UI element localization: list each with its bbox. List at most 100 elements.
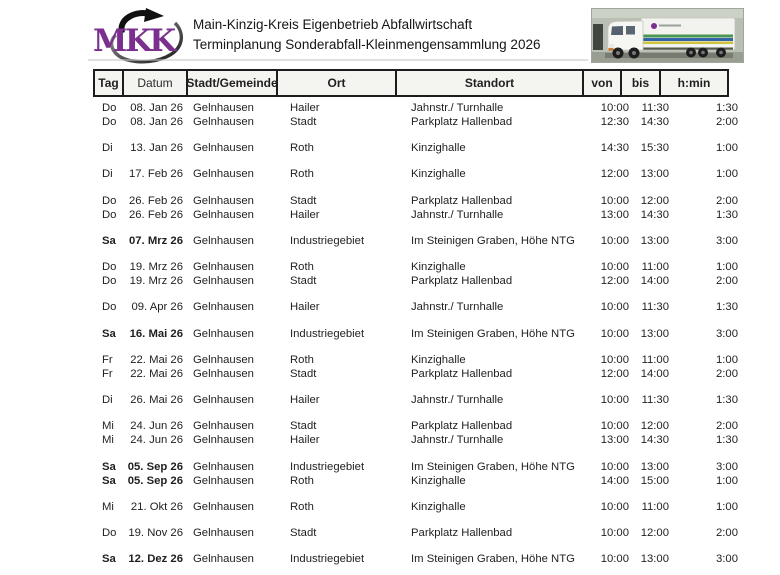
cell-end-time: 12:00 [640,527,669,539]
cell-end-time: 13:00 [640,327,669,340]
header-cell-location: Standort [395,69,584,97]
cell-start-time: 10:00 [600,527,629,539]
cell-location: Kinzighalle [411,168,466,181]
cell-duration: 3:00 [716,234,738,247]
cell-duration: 1:30 [716,208,738,221]
cell-municipality: Gelnhausen [193,142,254,155]
cell-municipality: Gelnhausen [193,234,254,247]
truck-image-icon [590,7,745,64]
cell-day: Mi [102,434,114,447]
cell-day: Mi [102,500,114,513]
table-row: Mi 21. Okt 26 Gelnhausen Roth Kinzighall… [93,500,743,514]
cell-start-time: 10:00 [600,420,629,433]
cell-day: Di [102,168,113,181]
cell-date: 13. Jan 26 [130,142,183,155]
cell-date: 12. Dez 26 [128,553,183,566]
mkk-logo: MKK [92,7,189,66]
cell-duration: 1:00 [716,142,738,155]
truck-photo [590,7,745,64]
cell-date: 26. Feb 26 [128,208,183,221]
header-cell-municipality: Stadt/Gemeinde [186,69,278,97]
cell-district: Roth [290,142,314,155]
cell-duration: 1:00 [716,474,738,487]
cell-end-time: 15:30 [640,142,669,155]
cell-start-time: 14:00 [600,474,629,487]
cell-duration: 3:00 [716,553,738,566]
cell-location: Jahnstr./ Turnhalle [411,102,504,114]
cell-start-time: 13:00 [600,434,629,447]
cell-start-time: 12:00 [600,367,629,380]
header-cell-district: Ort [276,69,397,97]
cell-municipality: Gelnhausen [193,474,254,487]
cell-date: 09. Apr 26 [131,301,183,314]
table-row: Fr 22. Mai 26 Gelnhausen Roth Kinzighall… [93,353,743,367]
cell-location: Jahnstr./ Turnhalle [411,434,504,447]
table-row: Do 19. Nov 26 Gelnhausen Stadt Parkplatz… [93,526,743,540]
cell-end-time: 13:00 [640,234,669,247]
cell-municipality: Gelnhausen [193,208,254,221]
cell-date: 19. Mrz 26 [129,275,183,288]
cell-municipality: Gelnhausen [193,327,254,340]
schedule-table-header: Tag Datum Stadt/Gemeinde Ort Standort vo… [93,69,729,97]
cell-start-time: 10:00 [600,500,629,513]
cell-day: Do [102,116,117,129]
cell-start-time: 10:00 [600,353,629,366]
cell-duration: 2:00 [716,275,738,288]
schedule-group: Fr 22. Mai 26 Gelnhausen Roth Kinzighall… [93,353,743,382]
cell-municipality: Gelnhausen [193,460,254,473]
cell-end-time: 11:30 [641,394,669,407]
cell-day: Do [102,275,117,288]
cell-duration: 2:00 [716,420,738,433]
cell-duration: 2:00 [716,194,738,207]
header-cell-day: Tag [93,69,124,97]
cell-municipality: Gelnhausen [193,420,254,433]
cell-district: Stadt [290,194,317,207]
cell-end-time: 11:00 [641,500,669,513]
cell-start-time: 12:30 [600,116,629,129]
cell-municipality: Gelnhausen [193,275,254,288]
schedule-group: Mi 24. Jun 26 Gelnhausen Stadt Parkplatz… [93,419,743,448]
cell-end-time: 14:00 [640,275,669,288]
header-cell-duration: h:min [659,69,729,97]
cell-municipality: Gelnhausen [193,500,254,513]
schedule-group: Sa 05. Sep 26 Gelnhausen Industriegebiet… [93,460,743,489]
cell-municipality: Gelnhausen [193,353,254,366]
cell-day: Sa [102,553,116,566]
document-title: Main-Kinzig-Kreis Eigenbetrieb Abfallwir… [193,15,593,54]
title-line-1: Main-Kinzig-Kreis Eigenbetrieb Abfallwir… [193,17,473,32]
cell-date: 22. Mai 26 [130,353,183,366]
cell-location: Jahnstr./ Turnhalle [411,301,504,314]
schedule-table-body: Do 08. Jan 26 Gelnhausen Hailer Jahnstr.… [93,101,743,575]
table-row: Sa 05. Sep 26 Gelnhausen Industriegebiet… [93,460,743,474]
cell-end-time: 13:00 [640,168,669,181]
cell-duration: 2:00 [716,367,738,380]
schedule-group: Mi 21. Okt 26 Gelnhausen Roth Kinzighall… [93,500,743,514]
cell-date: 16. Mai 26 [129,327,183,340]
cell-location: Jahnstr./ Turnhalle [411,208,504,221]
schedule-group: Do 19. Mrz 26 Gelnhausen Roth Kinzighall… [93,260,743,289]
cell-start-time: 14:30 [600,142,629,155]
cell-date: 26. Feb 26 [128,194,183,207]
cell-day: Do [102,527,117,539]
logo-text: MKK [93,23,177,59]
cell-end-time: 14:30 [640,434,669,447]
header-cell-date: Datum [122,69,188,97]
table-row: Do 19. Mrz 26 Gelnhausen Roth Kinzighall… [93,260,743,274]
cell-location: Kinzighalle [411,353,466,366]
cell-end-time: 11:00 [641,261,669,274]
cell-date: 05. Sep 26 [127,460,183,473]
cell-location: Im Steinigen Graben, Höhe NTG [411,327,575,340]
header-cell-start-time: von [582,69,622,97]
cell-municipality: Gelnhausen [193,301,254,314]
cell-municipality: Gelnhausen [193,367,254,380]
cell-end-time: 14:00 [640,367,669,380]
cell-day: Sa [102,234,116,247]
cell-end-time: 12:00 [640,420,669,433]
cell-date: 24. Jun 26 [130,420,183,433]
cell-district: Stadt [290,420,317,433]
cell-location: Parkplatz Hallenbad [411,527,513,539]
table-row: Di 17. Feb 26 Gelnhausen Roth Kinzighall… [93,167,743,181]
cell-duration: 1:00 [716,500,738,513]
cell-end-time: 11:30 [641,301,669,314]
